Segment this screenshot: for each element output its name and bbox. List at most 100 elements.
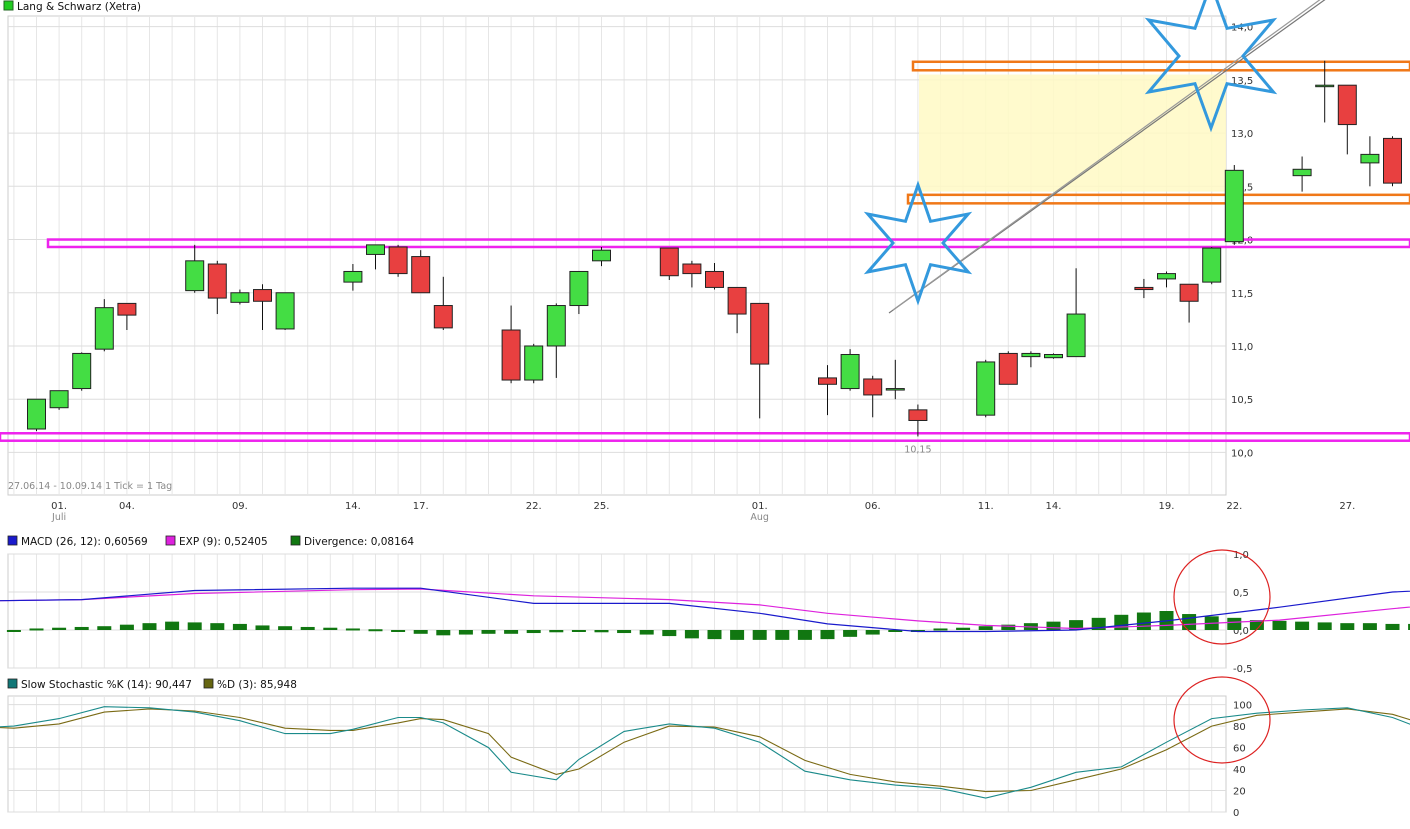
candle-down	[659, 247, 679, 277]
stoch-legend-swatch	[7, 678, 18, 689]
x-tick-label: 14.	[1046, 501, 1062, 512]
candle-up	[1157, 273, 1176, 280]
divergence-bar	[820, 630, 835, 640]
stoch-k-line	[0, 706, 1410, 799]
divergence-bar	[549, 630, 564, 633]
x-tick-label: 22.	[1226, 501, 1242, 512]
x-tick-label: 14.	[345, 501, 361, 512]
candle-up	[49, 390, 69, 409]
x-tick-label: 06.	[865, 501, 881, 512]
divergence-bar	[1069, 620, 1084, 630]
divergence-bar	[1340, 623, 1355, 630]
candle-up	[1315, 84, 1335, 88]
divergence-bar	[865, 630, 880, 635]
price-y-tick: 14,0	[1231, 23, 1253, 34]
candle-up	[976, 361, 996, 416]
divergence-bar	[1114, 614, 1129, 630]
divergence-bar	[684, 630, 699, 639]
divergence-bar	[187, 622, 202, 630]
x-tick-month: Juli	[51, 512, 66, 523]
divergence-bar	[956, 627, 971, 630]
candle-up	[592, 249, 611, 262]
divergence-bar	[775, 630, 790, 640]
macd-legend-swatch	[290, 535, 301, 546]
candle-down	[411, 256, 431, 294]
divergence-bar	[142, 623, 157, 630]
x-tick-label: 25.	[594, 501, 610, 512]
divergence-bar	[639, 630, 654, 635]
upper-orange-band	[911, 60, 1410, 72]
divergence-bar	[232, 623, 247, 630]
resistance-band	[46, 238, 1410, 249]
x-tick-month: Aug	[750, 512, 769, 523]
divergence-bar	[1182, 614, 1197, 630]
divergence-bar	[278, 626, 293, 630]
x-tick-label: 09.	[232, 501, 248, 512]
macd-legend-swatch	[7, 535, 18, 546]
candle-down	[818, 377, 837, 385]
divergence-bar	[978, 626, 993, 630]
macd-legend-label: EXP (9): 0,52405	[179, 536, 268, 548]
price-y-tick: 13,0	[1231, 129, 1253, 140]
divergence-bar	[323, 627, 338, 630]
candle-down	[998, 352, 1018, 385]
divergence-bar	[345, 628, 360, 631]
candle-down	[705, 270, 724, 288]
stoch-y-tick: 20	[1233, 787, 1246, 798]
candle-up	[1044, 353, 1063, 359]
stoch-y-tick: 0	[1233, 808, 1239, 819]
divergence-bar	[1136, 612, 1151, 630]
divergence-bar	[458, 630, 473, 635]
candle-up	[1021, 352, 1041, 358]
divergence-bar	[504, 630, 519, 634]
candle-up	[1202, 247, 1222, 283]
divergence-bar	[1227, 617, 1242, 630]
divergence-bar	[255, 625, 270, 630]
x-tick-label: 19.	[1159, 501, 1175, 512]
candle-up	[275, 292, 295, 330]
divergence-bar	[707, 630, 722, 640]
macd-y-tick: -0,5	[1233, 664, 1253, 675]
candle-up	[1066, 313, 1086, 358]
divergence-bar	[1408, 623, 1410, 630]
macd-legend-swatch	[165, 535, 176, 546]
price-legend-label: Lang & Schwarz (Xetra)	[17, 1, 141, 13]
divergence-bar	[1001, 624, 1016, 630]
macd-y-tick: 0,0	[1233, 626, 1249, 637]
divergence-bar	[752, 630, 767, 640]
divergence-bar	[888, 630, 903, 632]
x-tick-label: 01.	[752, 501, 768, 512]
price-y-tick: 11,0	[1231, 342, 1253, 353]
divergence-bar	[1046, 621, 1061, 630]
candle-up	[569, 270, 589, 307]
candle-down	[1134, 286, 1154, 291]
macd-y-tick: 1,0	[1233, 550, 1249, 561]
divergence-bar	[52, 627, 67, 630]
candle-down	[388, 246, 408, 275]
macd-line	[0, 587, 1410, 633]
legend-swatch	[3, 0, 14, 11]
divergence-bar	[662, 630, 677, 637]
stoch-panel-frame	[7, 695, 1227, 813]
stoch-y-tick: 60	[1233, 744, 1246, 755]
candle-down	[1383, 137, 1402, 184]
price-y-tick: 11,5	[1231, 289, 1253, 300]
x-tick-label: 11.	[978, 501, 994, 512]
stoch-y-tick: 40	[1233, 765, 1246, 776]
macd-y-tick: 0,5	[1233, 588, 1249, 599]
candle-down	[908, 409, 928, 421]
price-y-tick: 10,0	[1231, 448, 1253, 459]
x-tick-label: 27.	[1339, 501, 1355, 512]
candle-up	[885, 388, 905, 391]
candle-up	[230, 292, 250, 303]
candle-down	[433, 305, 453, 329]
divergence-bar	[1295, 621, 1310, 630]
stoch-y-tick: 100	[1233, 701, 1252, 712]
macd-panel-frame	[7, 553, 1227, 669]
candle-up	[546, 305, 566, 347]
divergence-bar	[74, 626, 89, 630]
divergence-bar	[617, 630, 632, 634]
divergence-bar	[6, 630, 21, 632]
candle-up	[1360, 153, 1380, 164]
divergence-bar	[1385, 623, 1400, 630]
